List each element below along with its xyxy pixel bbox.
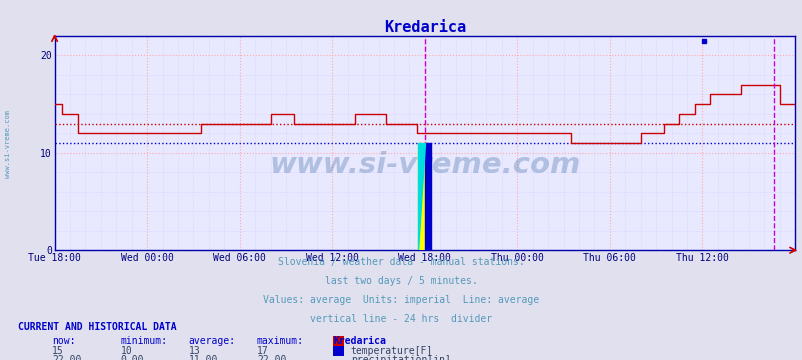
Text: www.si-vreme.com: www.si-vreme.com bbox=[5, 110, 11, 178]
Text: precipitation[in]: precipitation[in] bbox=[350, 355, 450, 360]
Title: Kredarica: Kredarica bbox=[383, 20, 465, 35]
Text: Slovenia / weather data - manual stations.: Slovenia / weather data - manual station… bbox=[277, 257, 525, 267]
Text: 22.00: 22.00 bbox=[257, 355, 286, 360]
Text: 0.00: 0.00 bbox=[120, 355, 144, 360]
Text: Kredarica: Kredarica bbox=[333, 336, 386, 346]
Text: now:: now: bbox=[52, 336, 75, 346]
Text: maximum:: maximum: bbox=[257, 336, 304, 346]
Text: 15: 15 bbox=[52, 346, 64, 356]
Text: temperature[F]: temperature[F] bbox=[350, 346, 432, 356]
Text: 11.00: 11.00 bbox=[188, 355, 218, 360]
Text: average:: average: bbox=[188, 336, 236, 346]
Text: Values: average  Units: imperial  Line: average: Values: average Units: imperial Line: av… bbox=[263, 295, 539, 305]
Polygon shape bbox=[424, 143, 431, 250]
Text: 17: 17 bbox=[257, 346, 269, 356]
Text: 22.00: 22.00 bbox=[52, 355, 82, 360]
Text: minimum:: minimum: bbox=[120, 336, 168, 346]
Polygon shape bbox=[418, 143, 424, 250]
Text: www.si-vreme.com: www.si-vreme.com bbox=[269, 150, 580, 179]
Text: last two days / 5 minutes.: last two days / 5 minutes. bbox=[325, 276, 477, 286]
Text: 10: 10 bbox=[120, 346, 132, 356]
Text: CURRENT AND HISTORICAL DATA: CURRENT AND HISTORICAL DATA bbox=[18, 322, 176, 332]
Polygon shape bbox=[418, 143, 424, 250]
Text: 13: 13 bbox=[188, 346, 200, 356]
Text: vertical line - 24 hrs  divider: vertical line - 24 hrs divider bbox=[310, 314, 492, 324]
